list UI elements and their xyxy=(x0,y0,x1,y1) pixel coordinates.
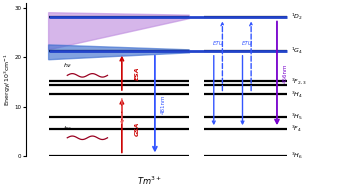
Text: $^1D_2$: $^1D_2$ xyxy=(291,12,304,22)
Text: $h\nu$: $h\nu$ xyxy=(62,61,72,69)
Text: ETU: ETU xyxy=(213,41,223,46)
Text: $^1G_4$: $^1G_4$ xyxy=(291,46,304,57)
Text: $^3F_{2,3}$: $^3F_{2,3}$ xyxy=(291,76,307,86)
Text: $h\nu$: $h\nu$ xyxy=(62,124,72,132)
Text: 456nm: 456nm xyxy=(283,63,288,83)
Text: 481nm: 481nm xyxy=(161,94,166,114)
Text: $^3H_5$: $^3H_5$ xyxy=(291,112,304,122)
Polygon shape xyxy=(49,13,189,50)
Text: ETU: ETU xyxy=(241,41,252,46)
Y-axis label: Energy/10$^3$cm$^{-1}$: Energy/10$^3$cm$^{-1}$ xyxy=(3,53,13,106)
Text: $^3F_4$: $^3F_4$ xyxy=(291,124,303,134)
Text: $^3H_4$: $^3H_4$ xyxy=(291,89,304,100)
Text: GSA: GSA xyxy=(135,121,140,136)
Text: $^3H_6$: $^3H_6$ xyxy=(291,151,304,161)
Text: ESA: ESA xyxy=(135,66,140,80)
Text: Tm$^{3+}$: Tm$^{3+}$ xyxy=(137,175,161,187)
Polygon shape xyxy=(49,45,189,60)
